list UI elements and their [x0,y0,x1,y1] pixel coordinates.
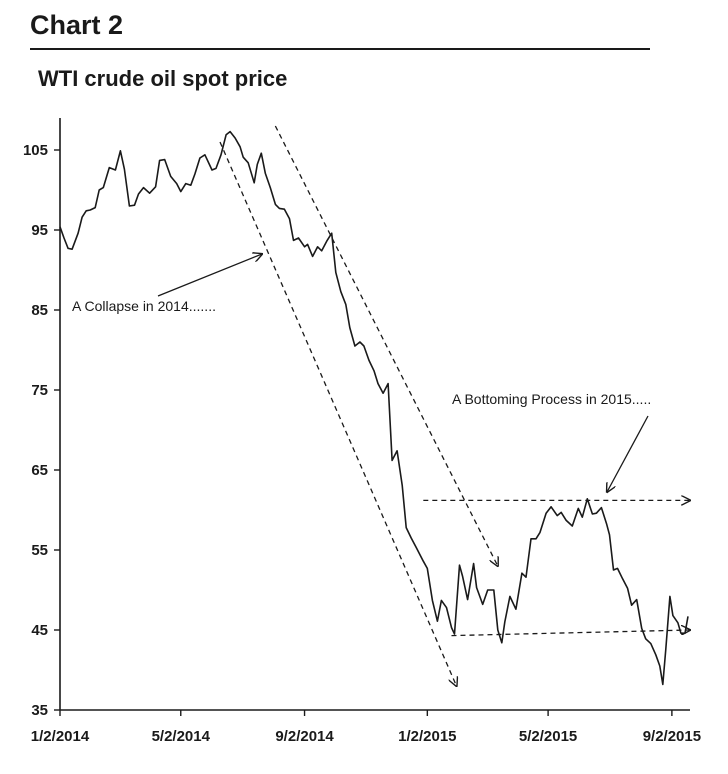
y-tick-label: 45 [31,622,48,639]
y-tick-label: 85 [31,302,48,319]
ticks: 35 45 55 65 75 85 95 105 1/2/2014 5/2/2014 9/2/201… [23,142,701,745]
y-tick-label: 55 [31,542,48,559]
price-line-series [59,130,689,686]
y-tick-label: 35 [31,702,48,719]
trend-line-collapse-channel-lower [219,141,457,686]
heading-rule [30,48,650,50]
annotation-collapse-label: A Collapse in 2014....... [72,298,216,314]
x-tick-label: 1/2/2015 [398,728,456,745]
x-tick-label: 5/2/2015 [519,728,577,745]
chart-title: WTI crude oil spot price [38,66,288,91]
y-tick-label: 95 [31,222,48,239]
x-tick-label: 9/2/2015 [643,728,701,745]
annotation-collapse-arrow [157,254,262,297]
annotation-bottoming-label: A Bottoming Process in 2015..... [452,391,651,407]
x-tick-label: 1/2/2014 [31,728,90,745]
x-tick-label: 5/2/2014 [152,728,211,745]
figure-heading: Chart 2 [30,10,124,40]
y-tick-label: 75 [31,382,48,399]
annotations: A Collapse in 2014....... A Bottoming Pr… [72,254,651,492]
trend-line-collapse-channel-upper [274,125,497,566]
y-tick-label: 105 [23,142,48,159]
x-tick-label: 9/2/2014 [275,728,334,745]
trend-lines [219,125,690,686]
y-tick-label: 65 [31,462,48,479]
series-layer [59,130,689,686]
annotation-bottoming-arrow [607,415,649,492]
axes [59,118,690,711]
trend-line-bottoming-support-line [451,630,690,637]
